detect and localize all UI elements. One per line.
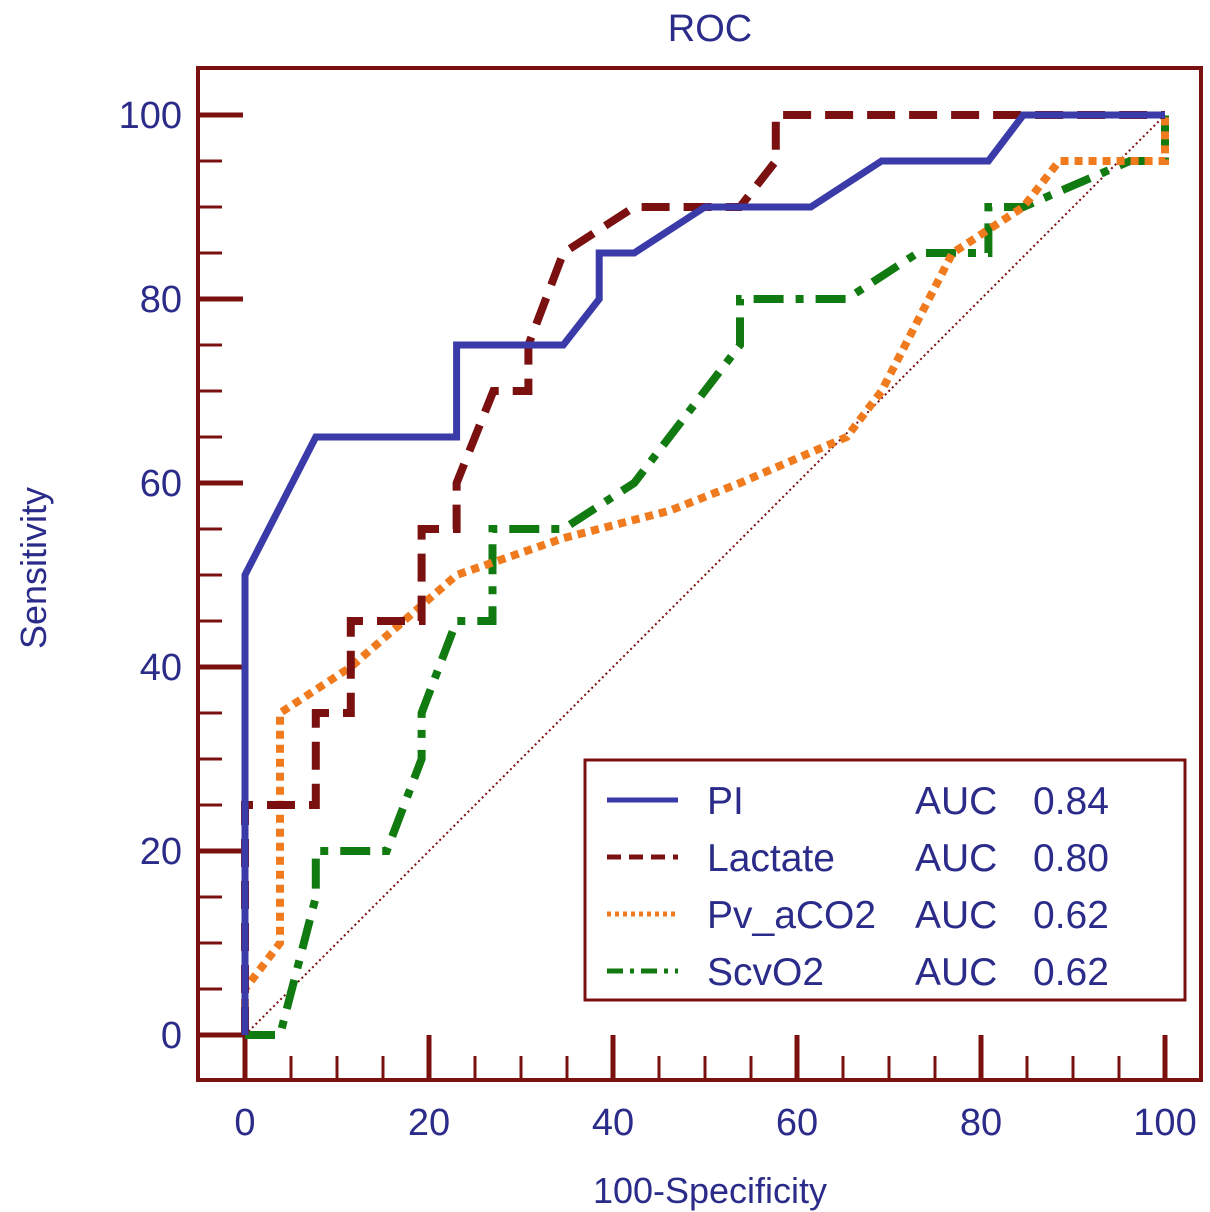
- legend-box: [583, 758, 1187, 1002]
- x-tick-label: 60: [776, 1102, 818, 1144]
- series-line-scvo2: [245, 115, 1169, 1039]
- x-tick-label: 40: [592, 1102, 634, 1144]
- y-tick-label: 100: [119, 95, 182, 137]
- series-line-pv-aco2: [241, 115, 1169, 1035]
- x-axis-label: 100-Specificity: [593, 1170, 827, 1211]
- legend-auc-value: 0.62: [1033, 894, 1109, 937]
- y-tick-label: 0: [161, 1015, 182, 1057]
- reference-diagonal-line: [244, 114, 1166, 1036]
- legend-item-scvo2: ScvO2 AUC 0.62: [607, 951, 1109, 994]
- legend-series-name: PI: [707, 780, 744, 823]
- legend-auc-label: AUC: [915, 780, 997, 823]
- legend-auc-label: AUC: [915, 951, 997, 994]
- legend-auc-label: AUC: [915, 894, 997, 937]
- y-axis-label: Sensitivity: [13, 487, 54, 649]
- chart-title: ROC: [668, 8, 752, 50]
- x-tick-label: 80: [960, 1102, 1002, 1144]
- legend-series-name: ScvO2: [707, 951, 824, 994]
- axis-tick-labels: 0 20 40 60 80 100 0 20 40 60 80 100: [119, 95, 1197, 1144]
- legend-item-lactate: Lactate AUC 0.80: [607, 837, 1109, 880]
- y-tick-label: 60: [140, 463, 182, 505]
- legend-item-pv-aco2: Pv_aCO2 AUC 0.62: [607, 894, 1109, 937]
- y-tick-label: 40: [140, 647, 182, 689]
- axis-ticks: [198, 112, 1168, 1080]
- legend-auc-value: 0.62: [1033, 951, 1109, 994]
- legend-auc-value: 0.84: [1033, 780, 1109, 823]
- legend-series-name: Pv_aCO2: [707, 894, 876, 937]
- legend-auc-label: AUC: [915, 837, 997, 880]
- series-line-pi: [241, 111, 1165, 1035]
- x-tick-label: 100: [1133, 1102, 1196, 1144]
- legend-auc-value: 0.80: [1033, 837, 1109, 880]
- series-lines: [241, 111, 1169, 1039]
- x-tick-label: 0: [234, 1102, 255, 1144]
- legend-series-name: Lactate: [707, 837, 835, 880]
- y-tick-label: 20: [140, 831, 182, 873]
- legend-item-pi: PI AUC 0.84: [607, 780, 1109, 823]
- y-tick-label: 80: [140, 279, 182, 321]
- x-tick-label: 20: [408, 1102, 450, 1144]
